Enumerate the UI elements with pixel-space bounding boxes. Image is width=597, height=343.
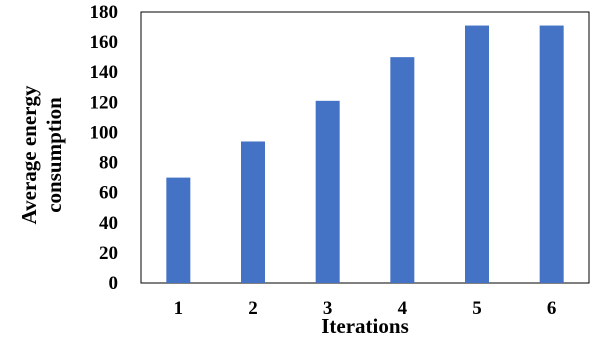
y-tick-label: 140 — [90, 62, 119, 83]
plot-frame — [140, 11, 590, 284]
y-tick-label: 0 — [109, 273, 119, 294]
y-tick-label: 160 — [90, 32, 119, 53]
y-tick-label: 100 — [90, 122, 119, 143]
bar-4 — [390, 57, 415, 283]
y-axis-title-line-2: consumption — [42, 97, 66, 213]
x-tick-label: 5 — [472, 298, 482, 319]
bar-6 — [539, 25, 564, 284]
x-tick-label: 6 — [547, 298, 557, 319]
x-tick-label: 4 — [398, 298, 408, 319]
y-axis-ticks: 0 20 40 60 80 100 120 140 160 180 — [90, 2, 119, 294]
y-axis-title-line-1: Average energy — [17, 85, 41, 224]
y-tick-label: 80 — [99, 153, 118, 174]
y-tick-label: 180 — [90, 2, 119, 23]
x-tick-label: 2 — [248, 298, 258, 319]
y-tick-label: 60 — [99, 183, 118, 204]
x-axis-ticks: 1 2 3 4 5 6 — [174, 298, 557, 319]
y-tick-label: 20 — [99, 243, 118, 264]
y-tick-label: 120 — [90, 92, 119, 113]
x-axis-title: Iterations — [321, 314, 409, 338]
x-tick-label: 1 — [174, 298, 184, 319]
bar-1 — [166, 177, 191, 283]
bar-5 — [465, 25, 489, 284]
bar-3 — [315, 100, 340, 283]
y-axis-title: Average energy consumption — [17, 85, 66, 224]
bar-2 — [241, 141, 265, 283]
x-tick-label: 3 — [323, 298, 333, 319]
bars-group — [166, 25, 564, 284]
y-tick-label: 40 — [99, 213, 118, 234]
